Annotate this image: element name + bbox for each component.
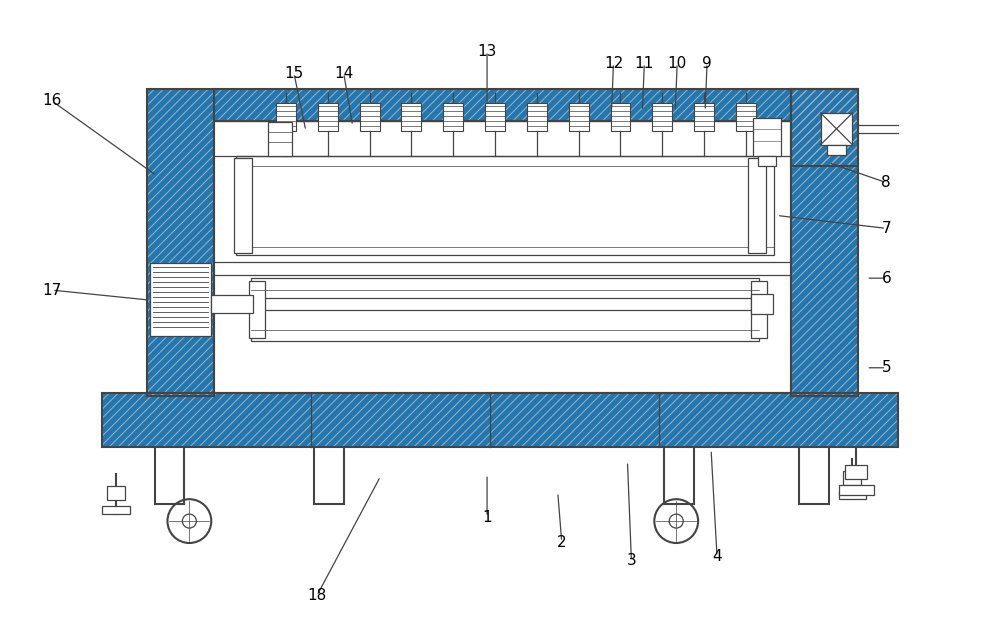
Bar (791, 89, 858, 396)
Bar (821, 113, 852, 145)
Bar (485, 103, 505, 131)
Bar (249, 281, 265, 338)
Bar (102, 392, 898, 448)
Bar (147, 89, 214, 396)
Bar (214, 89, 791, 121)
Bar (652, 103, 672, 131)
Bar (443, 103, 463, 131)
Bar (753, 118, 781, 156)
Bar (736, 103, 756, 131)
Text: 12: 12 (604, 56, 623, 71)
Bar (236, 156, 774, 255)
Bar (214, 89, 791, 121)
Text: 11: 11 (635, 56, 654, 71)
Bar (527, 103, 547, 131)
Bar (751, 281, 767, 338)
Bar (268, 122, 292, 156)
Bar (839, 491, 866, 499)
Bar (791, 89, 858, 396)
Text: 7: 7 (881, 221, 891, 236)
Bar (839, 486, 874, 495)
Text: 3: 3 (627, 553, 636, 568)
Text: 17: 17 (42, 282, 62, 298)
Bar (748, 158, 766, 253)
Bar (360, 103, 380, 131)
Text: 5: 5 (881, 360, 891, 375)
Bar (102, 506, 130, 514)
Bar (751, 294, 773, 314)
Bar (694, 103, 714, 131)
Bar (318, 103, 338, 131)
Bar (611, 103, 630, 131)
Bar (102, 392, 898, 448)
Text: 14: 14 (334, 66, 353, 80)
Bar (569, 103, 589, 131)
Bar (147, 89, 214, 396)
Bar (150, 263, 211, 336)
Bar (401, 103, 421, 131)
Text: 8: 8 (881, 175, 891, 190)
Text: 18: 18 (307, 588, 326, 603)
Bar (758, 156, 776, 166)
Bar (791, 89, 858, 166)
Bar (211, 295, 253, 313)
Text: 1: 1 (482, 510, 492, 525)
Bar (214, 121, 791, 392)
Bar (845, 465, 867, 479)
Text: 16: 16 (42, 94, 62, 108)
Text: 2: 2 (557, 534, 567, 549)
Text: 10: 10 (668, 56, 687, 71)
Text: 9: 9 (702, 56, 712, 71)
Bar (791, 89, 858, 166)
Text: 13: 13 (477, 44, 497, 59)
Bar (251, 278, 759, 341)
Text: 4: 4 (712, 549, 722, 565)
Bar (234, 158, 252, 253)
Text: 6: 6 (881, 271, 891, 285)
Bar (843, 472, 861, 486)
Bar (107, 486, 125, 500)
Bar (827, 145, 846, 154)
Bar (276, 103, 296, 131)
Text: 15: 15 (284, 66, 304, 80)
